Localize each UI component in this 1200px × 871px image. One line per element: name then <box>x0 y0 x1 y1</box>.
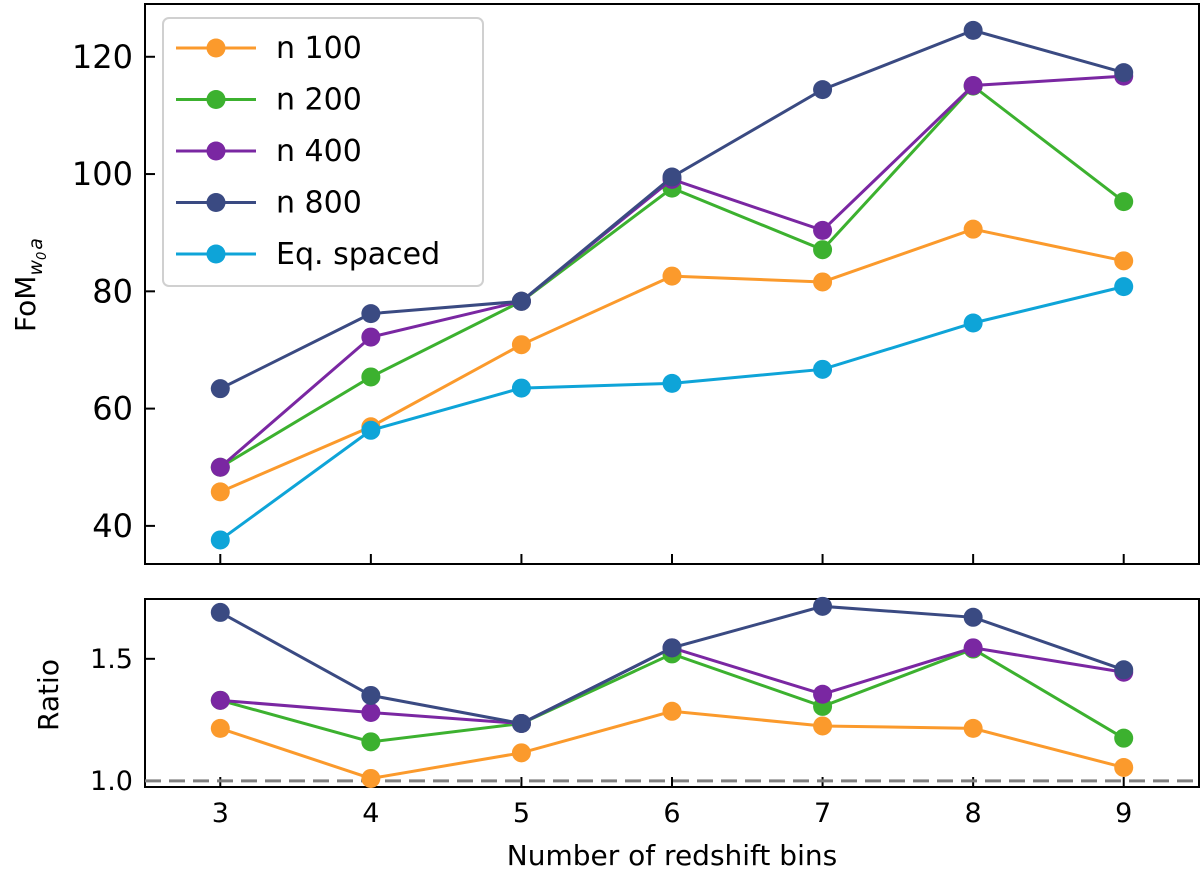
ratio-series-n100 <box>210 701 1134 788</box>
ratio-point-n800 <box>210 602 230 622</box>
top-ticks: 40 60 80 100 120 <box>72 38 1125 564</box>
ratio-point-n800 <box>813 596 833 616</box>
legend-box <box>162 17 484 287</box>
ratio-point-n100 <box>662 701 682 721</box>
legend-swatch-marker <box>206 38 226 58</box>
data-point-n400 <box>361 327 381 347</box>
top-y-axis-label: FoMw0 a <box>9 238 50 332</box>
ratio-series-n800 <box>210 596 1134 734</box>
legend-label: n 200 <box>276 83 362 118</box>
data-point-n800 <box>511 291 531 311</box>
ratio-point-n800 <box>511 714 531 734</box>
y-label-main: FoM <box>9 276 42 332</box>
legend-swatch-marker <box>206 244 226 264</box>
bottom-xtick-label: 9 <box>1115 798 1132 829</box>
bottom-ytick-label: 1.5 <box>90 644 133 675</box>
top-ytick-label: 120 <box>72 38 133 76</box>
ratio-point-n100 <box>361 768 381 788</box>
top-ytick-label: 80 <box>92 272 133 310</box>
ratio-point-n800 <box>662 638 682 658</box>
ratio-point-n100 <box>511 743 531 763</box>
y-label-sub-a: a <box>25 238 47 250</box>
ratio-point-n100 <box>813 716 833 736</box>
bottom-plot-frame <box>144 598 1200 788</box>
ratio-point-n400 <box>210 690 230 710</box>
ratio-point-n100 <box>210 718 230 738</box>
legend-swatch-marker <box>206 90 226 109</box>
top-ytick-label: 40 <box>92 507 133 545</box>
legend-entries: n 100 n 200 n 400 n 800 Eq. spaced <box>176 31 440 272</box>
data-point-n800 <box>963 20 983 40</box>
data-point-n400 <box>210 457 230 477</box>
data-point-n100 <box>662 266 682 286</box>
legend-entry-n200: n 200 <box>176 83 362 118</box>
ratio-point-n800 <box>963 607 983 627</box>
data-point-n200 <box>361 367 381 387</box>
bottom-xtick-label: 7 <box>814 798 831 829</box>
ratio-line-n100 <box>219 709 1125 780</box>
bottom-series <box>210 596 1134 788</box>
data-point-n800 <box>1114 63 1134 83</box>
data-point-n100 <box>1114 251 1134 271</box>
data-point-eq <box>813 359 833 379</box>
series-eq <box>210 277 1134 550</box>
bottom-xtick-label: 8 <box>965 798 982 829</box>
legend-entry-n100: n 100 <box>176 31 362 66</box>
legend-entry-n400: n 400 <box>176 134 362 169</box>
legend-label: n 800 <box>276 186 362 221</box>
data-point-n400 <box>813 220 833 240</box>
ratio-point-n200 <box>1114 728 1134 748</box>
data-point-eq <box>511 378 531 398</box>
ratio-point-n800 <box>361 685 381 705</box>
data-point-eq <box>210 530 230 550</box>
data-point-n100 <box>210 482 230 502</box>
data-point-n100 <box>511 335 531 355</box>
data-point-n800 <box>361 304 381 324</box>
data-point-n800 <box>210 379 230 399</box>
x-axis-label: Number of redshift bins <box>507 839 837 871</box>
ratio-point-n100 <box>1114 757 1134 777</box>
y-label-sub-0: 0 <box>35 252 50 260</box>
y-label-sub: w <box>25 260 47 276</box>
ratio-point-n400 <box>361 703 381 723</box>
data-point-eq <box>1114 277 1134 297</box>
bottom-xtick-label: 3 <box>212 798 229 829</box>
bottom-xtick-label: 5 <box>513 798 530 829</box>
ratio-point-n200 <box>361 732 381 752</box>
data-point-n800 <box>662 167 682 187</box>
legend-entry-n800: n 800 <box>176 186 362 221</box>
ratio-point-n800 <box>1114 660 1134 680</box>
data-point-eq <box>361 420 381 440</box>
ratio-point-n400 <box>963 638 983 658</box>
ratio-point-n400 <box>813 684 833 704</box>
top-ytick-label: 100 <box>72 155 133 193</box>
bottom-xtick-label: 6 <box>663 798 680 829</box>
data-point-n200 <box>813 240 833 260</box>
bottom-xtick-label: 4 <box>362 798 379 829</box>
legend-label: Eq. spaced <box>276 237 440 272</box>
data-point-n400 <box>963 76 983 96</box>
data-point-eq <box>662 373 682 393</box>
bottom-panel: 1.0 1.5 3 4 5 6 7 8 9 Ratio Number of redshift b… <box>32 596 1200 871</box>
series-n800 <box>210 20 1134 399</box>
legend: n 100 n 200 n 400 n 800 Eq. spaced <box>162 17 484 287</box>
bottom-ytick-label: 1.0 <box>90 766 133 797</box>
legend-label: n 100 <box>276 31 362 66</box>
ratio-point-n100 <box>963 718 983 738</box>
data-point-n200 <box>1114 192 1134 212</box>
data-point-n800 <box>813 80 833 100</box>
data-point-eq <box>963 313 983 333</box>
top-panel: 40 60 80 100 120 FoMw0 a n 100 n 200 n 400 n 800… <box>9 3 1200 565</box>
bottom-y-axis-label: Ratio <box>32 659 65 731</box>
legend-label: n 400 <box>276 134 362 169</box>
legend-swatch-marker <box>206 141 226 161</box>
top-series <box>210 20 1134 550</box>
legend-entry-eq: Eq. spaced <box>176 237 440 272</box>
legend-swatch-marker <box>206 193 226 212</box>
data-point-n100 <box>963 219 983 239</box>
data-point-n100 <box>813 272 833 292</box>
series-line-eq <box>219 285 1125 542</box>
top-ytick-label: 60 <box>92 390 133 428</box>
